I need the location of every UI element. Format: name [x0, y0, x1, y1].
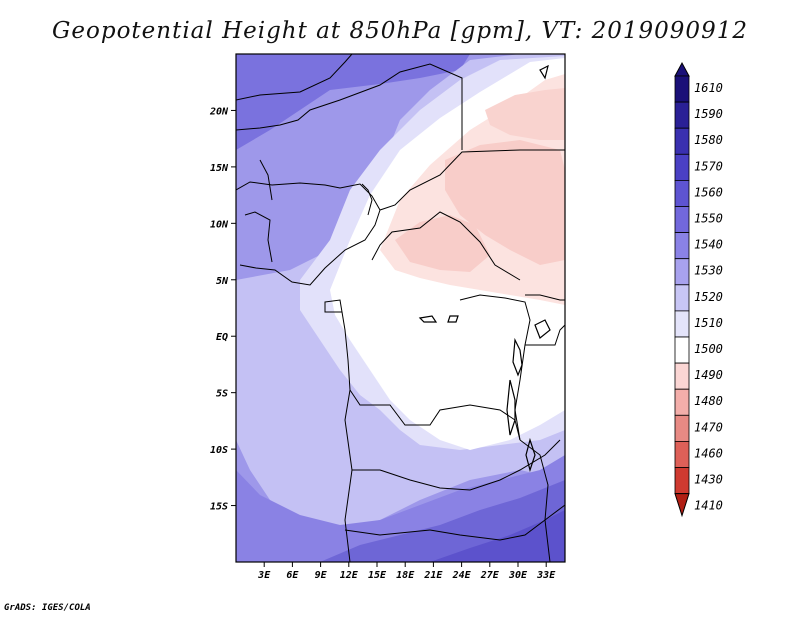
contour-1490-c: [485, 88, 565, 140]
colorbar-segment: [674, 258, 690, 286]
lat-tick-label: 10S: [210, 445, 228, 456]
lon-tick-label: 9E: [315, 570, 328, 581]
lat-tick-label: 15N: [210, 163, 229, 174]
lon-tick-label: 3E: [257, 570, 271, 581]
colorbar-segment: [674, 179, 690, 207]
lat-tick-label: 10N: [210, 219, 229, 230]
colorbar-segment: [674, 127, 690, 155]
colorbar-label: 1550: [694, 212, 723, 226]
colorbar-segment: [674, 388, 690, 416]
colorbar-segment: [674, 153, 690, 181]
lakes: [418, 64, 551, 473]
colorbar-segment: [674, 362, 690, 390]
colorbar-segment: [674, 206, 690, 234]
lon-tick-label: 6E: [286, 570, 299, 581]
colorbar-label: 1410: [694, 499, 723, 513]
colorbar-label: 1610: [694, 81, 723, 95]
colorbar-label: 1590: [694, 107, 723, 121]
colorbar-segment: [674, 440, 690, 468]
lat-tick-label: EQ: [216, 332, 228, 343]
colorbar-segment: [674, 284, 690, 312]
latitude-axis: 20N 15N 10N 5N EQ 5S 10S 15S: [209, 106, 236, 513]
colorbar-label: 1460: [694, 446, 723, 460]
lon-tick-label: 24E: [452, 570, 472, 581]
lon-tick-label: 33E: [536, 570, 556, 581]
colorbar-segment: [674, 232, 690, 260]
colorbar-label: 1560: [694, 185, 723, 199]
colorbar-label: 1480: [694, 394, 723, 408]
colorbar-segment: [674, 310, 690, 338]
colorbar-label: 1520: [694, 290, 723, 304]
colorbar-label: 1490: [694, 368, 723, 382]
contour-1490-b: [445, 140, 565, 265]
colorbar-bottom-arrow: [674, 493, 690, 518]
colorbar-label: 1540: [694, 238, 723, 252]
map-frame: [235, 53, 566, 563]
contour-1490-a: [395, 215, 490, 272]
lat-tick-label: 5S: [216, 389, 228, 400]
colorbar-label: 1510: [694, 316, 723, 330]
lon-tick-label: 21E: [423, 570, 443, 581]
lon-tick-label: 18E: [396, 570, 415, 581]
colorbar-segment: [674, 414, 690, 442]
lon-tick-label: 30E: [508, 570, 528, 581]
colorbar-top-arrow: [674, 61, 690, 77]
contour-1570-south: [430, 510, 565, 562]
chart-title: Geopotential Height at 850hPa [gpm], VT:…: [52, 18, 748, 44]
colorbar-label: 1500: [694, 342, 723, 356]
colorbar-label: 1470: [694, 420, 723, 434]
longitude-axis: 3E 6E 9E 12E 15E 18E 21E 24E 27E 30E 33E: [257, 562, 556, 581]
grads-credit: GrADS: IGES/COLA: [4, 603, 91, 613]
lon-tick-label: 15E: [368, 570, 387, 581]
lat-tick-label: 20N: [209, 106, 229, 117]
contour-fill-layer: [236, 54, 565, 562]
colorbar-segment: [674, 336, 690, 364]
colorbar-label: 1430: [694, 473, 723, 487]
colorbar-segment: [674, 101, 690, 129]
colorbar-segment: [674, 75, 690, 103]
colorbar-segment: [674, 467, 690, 495]
lon-tick-label: 12E: [340, 570, 359, 581]
lat-tick-label: 15S: [210, 502, 228, 513]
colorbar: 1610 1590 1580 1570 1560 1550 1540 1530 1520 1510…: [674, 61, 723, 518]
lat-tick-label: 5N: [216, 276, 229, 287]
colorbar-label: 1530: [694, 264, 723, 278]
lon-tick-label: 27E: [480, 570, 500, 581]
colorbar-label: 1580: [694, 133, 723, 147]
colorbar-label: 1570: [694, 159, 723, 173]
contour-1550-north: [236, 54, 470, 150]
